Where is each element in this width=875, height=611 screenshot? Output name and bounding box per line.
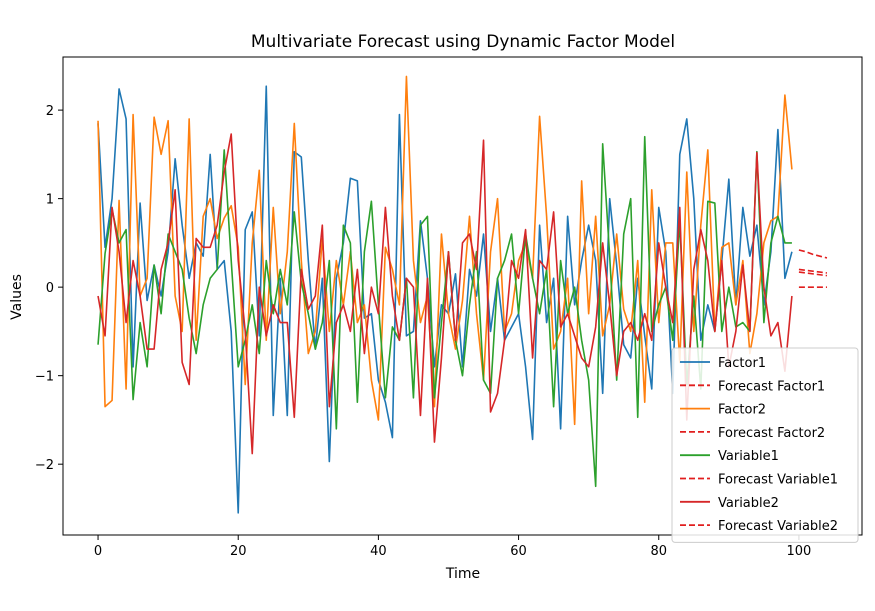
legend-label: Factor1	[718, 356, 766, 371]
legend-label: Forecast Factor2	[718, 426, 825, 441]
series-line-forecast-factor1	[798, 271, 828, 277]
series-line-factor2	[97, 75, 793, 426]
series-line-forecast-factor2	[798, 268, 828, 274]
y-tick-label: −2	[35, 458, 54, 473]
x-tick-label: 40	[370, 544, 387, 559]
x-tick-label: 20	[230, 544, 247, 559]
x-axis-label: Time	[445, 566, 480, 582]
y-axis-label: Values	[9, 274, 25, 320]
legend-label: Variable1	[718, 449, 779, 464]
x-tick-label: 60	[510, 544, 527, 559]
legend-label: Forecast Variable2	[718, 519, 838, 534]
series-line-variable1	[97, 135, 792, 488]
series-line-variable2	[97, 133, 793, 455]
y-tick-label: 0	[46, 281, 54, 296]
y-axis: −2 −1 0 1 2	[35, 104, 63, 473]
legend: Factor1 Forecast Factor1 Factor2 Forecast F…	[671, 347, 859, 543]
y-tick-label: 1	[46, 193, 54, 208]
x-tick-label: 100	[787, 544, 812, 559]
y-tick-label: −1	[35, 370, 54, 385]
y-tick-label: 2	[46, 104, 54, 119]
legend-label: Factor2	[718, 403, 766, 418]
chart-title: Multivariate Forecast using Dynamic Fact…	[251, 32, 675, 52]
legend-box	[671, 347, 859, 543]
x-tick-label: 80	[650, 544, 667, 559]
legend-label: Forecast Factor1	[718, 379, 825, 394]
legend-label: Forecast Variable1	[718, 473, 838, 488]
plot-area	[97, 75, 828, 514]
plot-frame	[62, 56, 863, 536]
x-tick-label: 0	[94, 544, 102, 559]
series-line-forecast-variable1	[798, 249, 828, 259]
legend-label: Variable2	[718, 496, 779, 511]
